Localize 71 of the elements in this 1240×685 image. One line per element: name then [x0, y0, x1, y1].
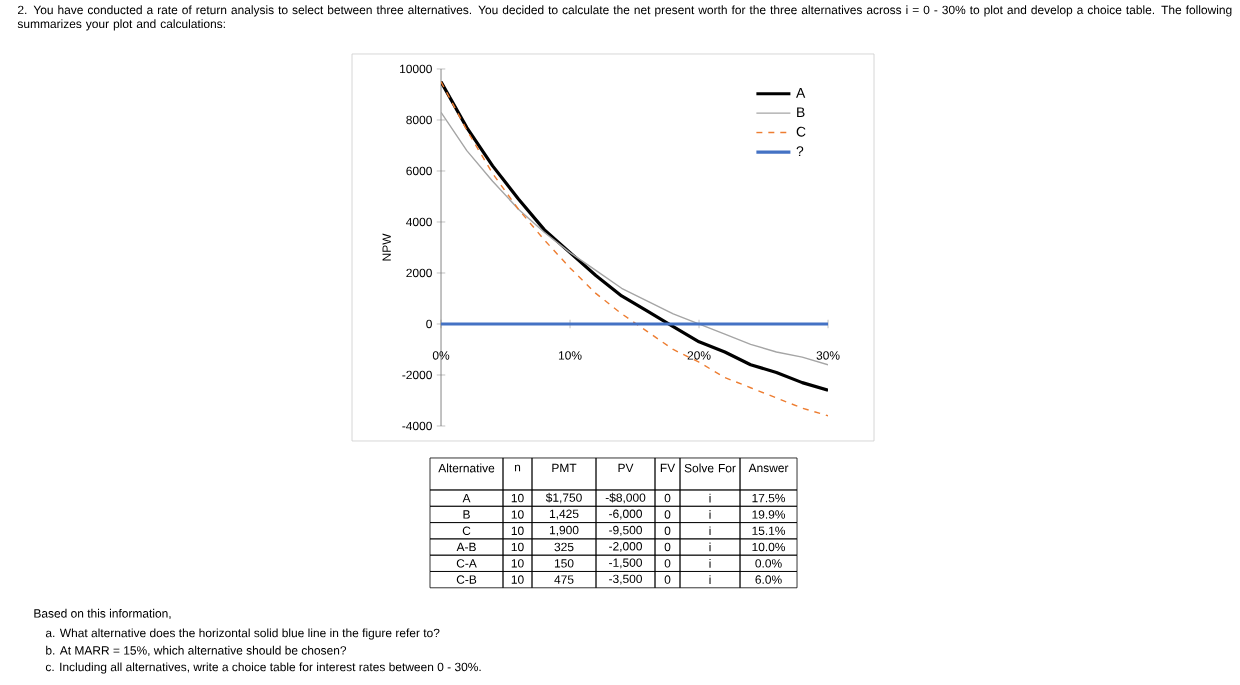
text: 0 — [664, 542, 671, 552]
legend-label: ? — [796, 146, 804, 157]
text: -$8,000 — [605, 492, 646, 504]
text: Based on this information, — [34, 608, 171, 620]
text: 0 — [664, 493, 671, 503]
text: i — [709, 526, 711, 536]
x-tick-label: 20% — [687, 351, 711, 360]
text: C-B — [456, 575, 477, 584]
text: 10 — [511, 510, 524, 519]
text: 15.1% — [752, 526, 786, 535]
y-tick-label: 2000 — [406, 268, 432, 278]
text: 475 — [554, 575, 574, 584]
text: 19.9% — [752, 510, 786, 519]
text: i — [709, 542, 711, 552]
text: 10 — [511, 559, 524, 568]
text: -6,000 — [609, 509, 642, 520]
text: Answer — [748, 463, 789, 473]
y-axis-title: NPW — [382, 233, 391, 261]
y-tick-label: -4000 — [402, 421, 432, 431]
text: b. At MARR = 15%, which alternative should be chosen? — [46, 645, 347, 657]
text: c. Including all alternatives, write a choice table for interest rates between 0 - 30%. — [45, 662, 481, 674]
text: FV — [660, 463, 676, 473]
text: a. What alternative does the horizontal solid blue line in the figure refer to? — [45, 628, 440, 640]
text: 0.0% — [755, 559, 782, 568]
text: 10 — [511, 493, 524, 503]
y-tick-label: 8000 — [406, 115, 432, 125]
y-tick-label: 0 — [426, 319, 432, 329]
text: 10 — [511, 542, 524, 552]
text: i — [709, 559, 711, 568]
legend-label: C — [796, 126, 806, 137]
text: i — [709, 575, 711, 584]
text: 1,425 — [549, 509, 579, 520]
text: PMT — [552, 463, 577, 473]
text: Solve For — [684, 463, 736, 473]
text: 325 — [554, 542, 574, 552]
text: i — [709, 493, 711, 503]
text: Alternative — [438, 463, 495, 473]
text: C — [462, 526, 471, 536]
text: 1,900 — [549, 525, 579, 536]
x-tick-label: 0% — [432, 351, 450, 360]
y-tick-label: 6000 — [406, 166, 432, 176]
text: 0 — [664, 575, 671, 584]
text: n — [514, 464, 521, 472]
text: 0 — [664, 526, 671, 536]
text: PV — [618, 463, 634, 473]
legend-label: B — [797, 107, 805, 118]
y-tick-label: 4000 — [406, 217, 432, 227]
text: 10 — [511, 526, 524, 536]
text: -2,000 — [609, 542, 642, 552]
text: 6.0% — [755, 575, 782, 584]
text: 10.0% — [752, 542, 786, 552]
text: 10 — [511, 575, 524, 584]
text: $1,750 — [545, 492, 582, 504]
x-tick-label: 10% — [558, 351, 582, 360]
text: i — [709, 510, 711, 519]
text: A-B — [456, 542, 476, 552]
legend-label: A — [796, 88, 806, 98]
text: 17.5% — [752, 493, 786, 503]
x-tick-label: 30% — [816, 351, 840, 360]
text: 2. You have conducted a rate of return analysis to select between three alternatives. You decided to calculate the net present worth for the three alternatives across i = 0 - 30% to plot and develop a choice table. The following summarizes your plot and calculations: — [17, 5, 1232, 31]
text: -9,500 — [609, 525, 642, 536]
text: 0 — [664, 559, 671, 568]
text: 150 — [554, 559, 574, 568]
y-tick-label: -2000 — [402, 370, 432, 380]
text: A — [462, 493, 471, 503]
text: -3,500 — [609, 574, 642, 585]
text: C-A — [456, 559, 477, 568]
text: -1,500 — [609, 558, 642, 569]
y-tick-label: 10000 — [400, 64, 432, 74]
text: 0 — [664, 510, 671, 519]
text: B — [463, 510, 470, 519]
